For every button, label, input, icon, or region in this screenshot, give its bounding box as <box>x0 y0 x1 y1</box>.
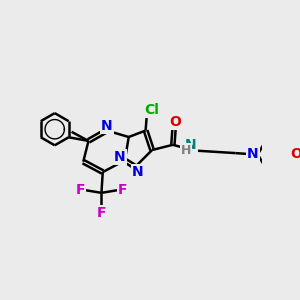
Text: N: N <box>114 150 125 164</box>
Text: N: N <box>185 138 197 152</box>
Text: F: F <box>97 206 106 220</box>
Text: H: H <box>181 144 191 157</box>
Text: N: N <box>132 165 144 179</box>
Text: N: N <box>101 119 112 133</box>
Text: O: O <box>169 115 181 129</box>
Text: F: F <box>75 183 85 197</box>
Text: O: O <box>290 147 300 161</box>
Text: F: F <box>118 183 128 197</box>
Text: N: N <box>247 147 258 161</box>
Text: Cl: Cl <box>145 103 160 117</box>
